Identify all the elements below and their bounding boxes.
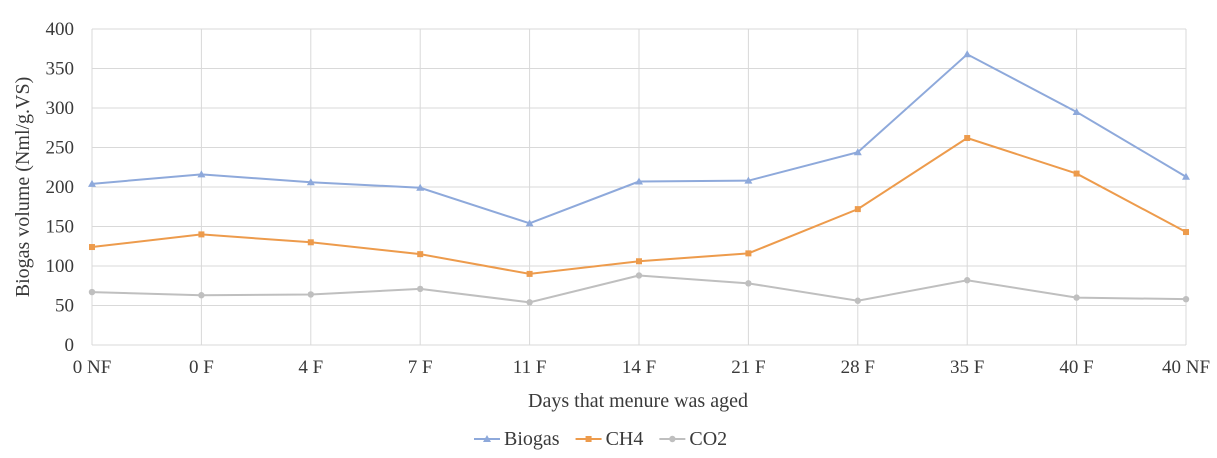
data-point bbox=[853, 148, 862, 156]
y-tick-label: 400 bbox=[46, 19, 75, 40]
x-tick-label: 35 F bbox=[950, 357, 984, 378]
data-point bbox=[854, 206, 861, 213]
data-point bbox=[636, 258, 642, 265]
y-tick-label: 250 bbox=[46, 138, 75, 159]
data-point bbox=[635, 177, 643, 185]
data-point bbox=[854, 297, 861, 304]
data-point bbox=[526, 299, 533, 306]
legend-item-biogas: Biogas bbox=[474, 428, 560, 450]
y-tick-labels: 0 50 100 150 200 250 300 350 400 bbox=[46, 19, 75, 356]
y-tick-label: 0 bbox=[65, 335, 75, 356]
data-point bbox=[635, 272, 643, 279]
legend-label: CH4 bbox=[606, 428, 644, 450]
legend-item-ch4: CH4 bbox=[575, 428, 644, 450]
legend-item-co2: CO2 bbox=[659, 428, 727, 450]
legend: Biogas CH4 CO2 bbox=[474, 428, 727, 450]
x-tick-label: 40 F bbox=[1059, 357, 1093, 378]
data-point bbox=[88, 179, 96, 187]
data-point bbox=[964, 277, 971, 284]
x-tick-label: 14 F bbox=[622, 357, 656, 378]
legend-marker bbox=[483, 435, 491, 442]
data-point bbox=[744, 176, 753, 184]
data-point bbox=[1073, 294, 1080, 301]
data-point bbox=[963, 50, 972, 58]
x-tick-label: 0 F bbox=[189, 357, 214, 378]
data-point bbox=[1183, 229, 1189, 236]
y-tick-label: 100 bbox=[46, 256, 75, 277]
x-tick-label: 11 F bbox=[513, 357, 547, 378]
y-tick-label: 50 bbox=[55, 296, 74, 317]
data-point bbox=[1182, 172, 1190, 180]
x-tick-label: 40 NF bbox=[1162, 357, 1210, 378]
data-point bbox=[88, 288, 96, 296]
data-point bbox=[417, 251, 424, 258]
data-point bbox=[307, 291, 314, 298]
data-point bbox=[745, 250, 752, 257]
legend-marker bbox=[585, 436, 592, 442]
x-tick-label: 21 F bbox=[731, 357, 765, 378]
x-tick-label: 28 F bbox=[841, 357, 875, 378]
data-point bbox=[198, 292, 205, 299]
x-tick-label: 4 F bbox=[298, 357, 323, 378]
x-tick-label: 7 F bbox=[408, 357, 433, 378]
gridlines bbox=[91, 28, 1187, 346]
data-point bbox=[89, 244, 95, 251]
series-biogas bbox=[88, 50, 1190, 227]
series-ch4 bbox=[89, 135, 1189, 277]
x-tick-label: 0 NF bbox=[73, 357, 112, 378]
y-axis-title: Biogas volume (Nml/g.VS) bbox=[12, 77, 34, 298]
data-point bbox=[526, 270, 533, 277]
x-tick-labels: 0 NF 0 F 4 F 7 F 11 F 14 F 21 F 28 F 35 F 40 F 40 … bbox=[73, 357, 1210, 378]
data-point bbox=[525, 219, 534, 227]
data-point bbox=[306, 178, 315, 186]
series-lines bbox=[88, 50, 1190, 306]
data-point bbox=[1072, 107, 1081, 115]
legend-label: Biogas bbox=[504, 428, 560, 450]
data-point bbox=[307, 239, 314, 246]
data-point bbox=[745, 280, 752, 287]
data-point bbox=[198, 231, 205, 238]
legend-label: CO2 bbox=[689, 428, 727, 450]
data-point bbox=[417, 285, 424, 293]
data-point bbox=[1073, 170, 1080, 177]
data-point bbox=[197, 170, 206, 178]
y-tick-label: 350 bbox=[46, 59, 75, 80]
data-point bbox=[964, 135, 971, 142]
y-tick-label: 300 bbox=[46, 98, 75, 119]
series-co2 bbox=[88, 272, 1190, 306]
x-axis-title: Days that menure was aged bbox=[528, 390, 748, 412]
data-point bbox=[416, 183, 425, 191]
legend-marker bbox=[669, 435, 676, 443]
y-tick-label: 150 bbox=[46, 217, 75, 238]
y-tick-label: 200 bbox=[46, 177, 75, 198]
data-point bbox=[1182, 295, 1190, 303]
